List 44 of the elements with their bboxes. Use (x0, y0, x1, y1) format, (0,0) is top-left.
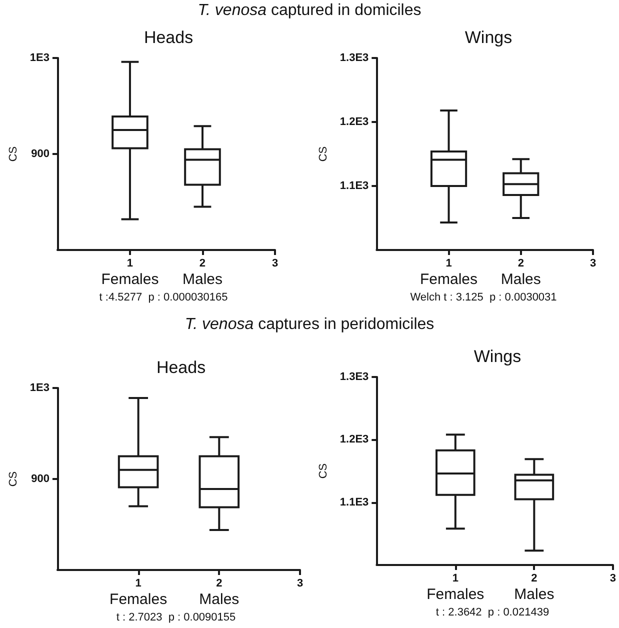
chart-title: Wings (474, 347, 522, 366)
chart-title: Heads (144, 28, 194, 47)
text: T. venosa captures in peridomiciles (184, 316, 436, 334)
text: t : 2.7023 p : 0.0090155 (116, 612, 236, 624)
y-axis-title: CS (318, 463, 330, 479)
x-tick-label: 1 (446, 258, 452, 270)
chart-title: Wings (464, 28, 512, 47)
x-tick-label: 1 (452, 572, 458, 584)
x-tick-label: 1 (126, 258, 134, 270)
x-tick-label: 2 (518, 258, 524, 270)
y-tick-label: 1.3E3 (340, 52, 369, 64)
y-tick-label: 1E3 (30, 52, 50, 64)
x-tick-label: 3 (590, 258, 596, 270)
y-tick-label: 1.2E3 (340, 116, 369, 128)
text: Females (110, 591, 168, 608)
text: Males (500, 271, 541, 288)
y-tick-label: 1.3E3 (340, 371, 369, 383)
chart-title: Heads (156, 358, 206, 377)
x-tick-label: 3 (610, 572, 616, 584)
text: T. venosa captured in domiciles (196, 2, 422, 20)
text: Welch t : 3.125 p : 0.0030031 (410, 292, 557, 304)
x-tick-label: 2 (531, 572, 538, 584)
y-tick-label: 900 (31, 148, 50, 160)
x-tick-label: 3 (272, 258, 278, 270)
y-axis-title: CS (8, 471, 20, 487)
y-tick-label: 1.1E3 (340, 496, 369, 508)
y-axis-title: CS (318, 146, 330, 162)
text: t :4.5277 p : 0.000030165 (99, 292, 228, 304)
y-tick-label: 1E3 (30, 382, 50, 394)
text: Females (426, 586, 484, 603)
y-tick-label: 900 (31, 473, 50, 485)
y-tick-label: 1.1E3 (340, 180, 369, 192)
x-tick-label: 1 (135, 578, 142, 590)
text: Females (101, 271, 159, 288)
x-tick-label: 2 (216, 578, 222, 590)
text: Males (182, 271, 222, 288)
y-tick-label: 1.2E3 (340, 434, 369, 446)
text: t : 2.3642 p : 0.021439 (436, 606, 550, 618)
text: Females (420, 271, 478, 288)
x-tick-label: 3 (296, 578, 304, 590)
text: Males (514, 586, 554, 603)
x-tick-label: 2 (199, 258, 206, 270)
y-axis-title: CS (8, 146, 20, 162)
text: Males (199, 591, 240, 608)
